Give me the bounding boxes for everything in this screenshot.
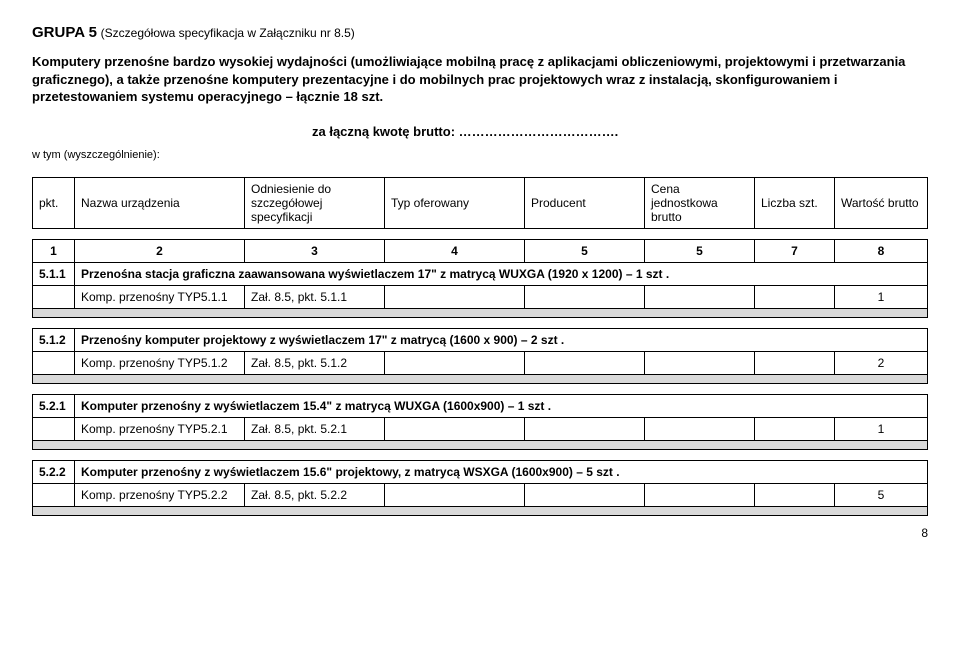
- section-511-data-row: Komp. przenośny TYP5.1.1 Zał. 8.5, pkt. …: [33, 285, 928, 308]
- section-512-num: 5.1.2: [33, 328, 75, 351]
- section-521-title: Komputer przenośny z wyświetlaczem 15.4"…: [75, 394, 928, 417]
- section-512-table: 5.1.2 Przenośny komputer projektowy z wy…: [32, 328, 928, 384]
- total-price-label: za łączną kwotę brutto: ……………………………….: [312, 124, 928, 139]
- cell-empty: [385, 285, 525, 308]
- cell-empty: [645, 285, 755, 308]
- num-8: 8: [835, 239, 928, 262]
- spacer-row: [33, 308, 928, 317]
- cell-empty: [525, 483, 645, 506]
- num-6: 5: [645, 239, 755, 262]
- cell-empty: [525, 417, 645, 440]
- detail-label: w tym (wyszczególnienie):: [32, 149, 928, 161]
- section-512-name: Komp. przenośny TYP5.1.2: [75, 351, 245, 374]
- section-521-title-row: 5.2.1 Komputer przenośny z wyświetlaczem…: [33, 394, 928, 417]
- col-odniesienie: Odniesienie do szczegółowej specyfikacji: [245, 177, 385, 228]
- cell-empty: [385, 417, 525, 440]
- group-suffix: (Szczegółowa specyfikacja w Załączniku n…: [101, 26, 355, 40]
- section-511-title: Przenośna stacja graficzna zaawansowana …: [75, 262, 928, 285]
- section-522-title-row: 5.2.2 Komputer przenośny z wyświetlaczem…: [33, 460, 928, 483]
- section-521-val: 1: [835, 417, 928, 440]
- col-cena: Cena jednostkowa brutto: [645, 177, 755, 228]
- col-typ: Typ oferowany: [385, 177, 525, 228]
- section-512-data-row: Komp. przenośny TYP5.1.2 Zał. 8.5, pkt. …: [33, 351, 928, 374]
- cell-empty: [33, 351, 75, 374]
- section-511-title-row: 5.1.1 Przenośna stacja graficzna zaawans…: [33, 262, 928, 285]
- cell-empty: [33, 483, 75, 506]
- section-511-name: Komp. przenośny TYP5.1.1: [75, 285, 245, 308]
- section-512-ref: Zał. 8.5, pkt. 5.1.2: [245, 351, 385, 374]
- num-4: 4: [385, 239, 525, 262]
- section-522-num: 5.2.2: [33, 460, 75, 483]
- cell-empty: [645, 417, 755, 440]
- cell-empty: [645, 351, 755, 374]
- section-512-title: Przenośny komputer projektowy z wyświetl…: [75, 328, 928, 351]
- col-pkt: pkt.: [33, 177, 75, 228]
- spacer-row: [33, 374, 928, 383]
- section-512-title-row: 5.1.2 Przenośny komputer projektowy z wy…: [33, 328, 928, 351]
- cell-empty: [645, 483, 755, 506]
- col-wartosc: Wartość brutto: [835, 177, 928, 228]
- section-511-table: 1 2 3 4 5 5 7 8 5.1.1 Przenośna stacja g…: [32, 239, 928, 318]
- cell-empty: [525, 351, 645, 374]
- col-liczba: Liczba szt.: [755, 177, 835, 228]
- spacer-row: [33, 506, 928, 515]
- section-522-data-row: Komp. przenośny TYP5.2.2 Zał. 8.5, pkt. …: [33, 483, 928, 506]
- num-7: 7: [755, 239, 835, 262]
- section-521-name: Komp. przenośny TYP5.2.1: [75, 417, 245, 440]
- spacer-row: [33, 440, 928, 449]
- group-header: GRUPA 5 (Szczegółowa specyfikacja w Załą…: [32, 24, 928, 41]
- section-521-ref: Zał. 8.5, pkt. 5.2.1: [245, 417, 385, 440]
- num-3: 3: [245, 239, 385, 262]
- section-511-val: 1: [835, 285, 928, 308]
- col-producent: Producent: [525, 177, 645, 228]
- section-522-title: Komputer przenośny z wyświetlaczem 15.6"…: [75, 460, 928, 483]
- section-522-table: 5.2.2 Komputer przenośny z wyświetlaczem…: [32, 460, 928, 516]
- columns-table: pkt. Nazwa urządzenia Odniesienie do szc…: [32, 177, 928, 229]
- section-512-val: 2: [835, 351, 928, 374]
- section-522-name: Komp. przenośny TYP5.2.2: [75, 483, 245, 506]
- cell-empty: [755, 351, 835, 374]
- group-code: GRUPA 5: [32, 24, 97, 41]
- cell-empty: [755, 417, 835, 440]
- cell-empty: [525, 285, 645, 308]
- cell-empty: [33, 285, 75, 308]
- section-522-val: 5: [835, 483, 928, 506]
- section-521-num: 5.2.1: [33, 394, 75, 417]
- section-521-data-row: Komp. przenośny TYP5.2.1 Zał. 8.5, pkt. …: [33, 417, 928, 440]
- table-header-row: pkt. Nazwa urządzenia Odniesienie do szc…: [33, 177, 928, 228]
- cell-empty: [755, 285, 835, 308]
- num-2: 2: [75, 239, 245, 262]
- num-5: 5: [525, 239, 645, 262]
- cell-empty: [33, 417, 75, 440]
- col-nazwa: Nazwa urządzenia: [75, 177, 245, 228]
- cell-empty: [755, 483, 835, 506]
- section-521-table: 5.2.1 Komputer przenośny z wyświetlaczem…: [32, 394, 928, 450]
- cell-empty: [385, 483, 525, 506]
- intro-paragraph: Komputery przenośne bardzo wysokiej wyda…: [32, 53, 928, 106]
- num-1: 1: [33, 239, 75, 262]
- section-522-ref: Zał. 8.5, pkt. 5.2.2: [245, 483, 385, 506]
- page-number: 8: [32, 526, 928, 540]
- cell-empty: [385, 351, 525, 374]
- section-511-num: 5.1.1: [33, 262, 75, 285]
- number-row: 1 2 3 4 5 5 7 8: [33, 239, 928, 262]
- section-511-ref: Zał. 8.5, pkt. 5.1.1: [245, 285, 385, 308]
